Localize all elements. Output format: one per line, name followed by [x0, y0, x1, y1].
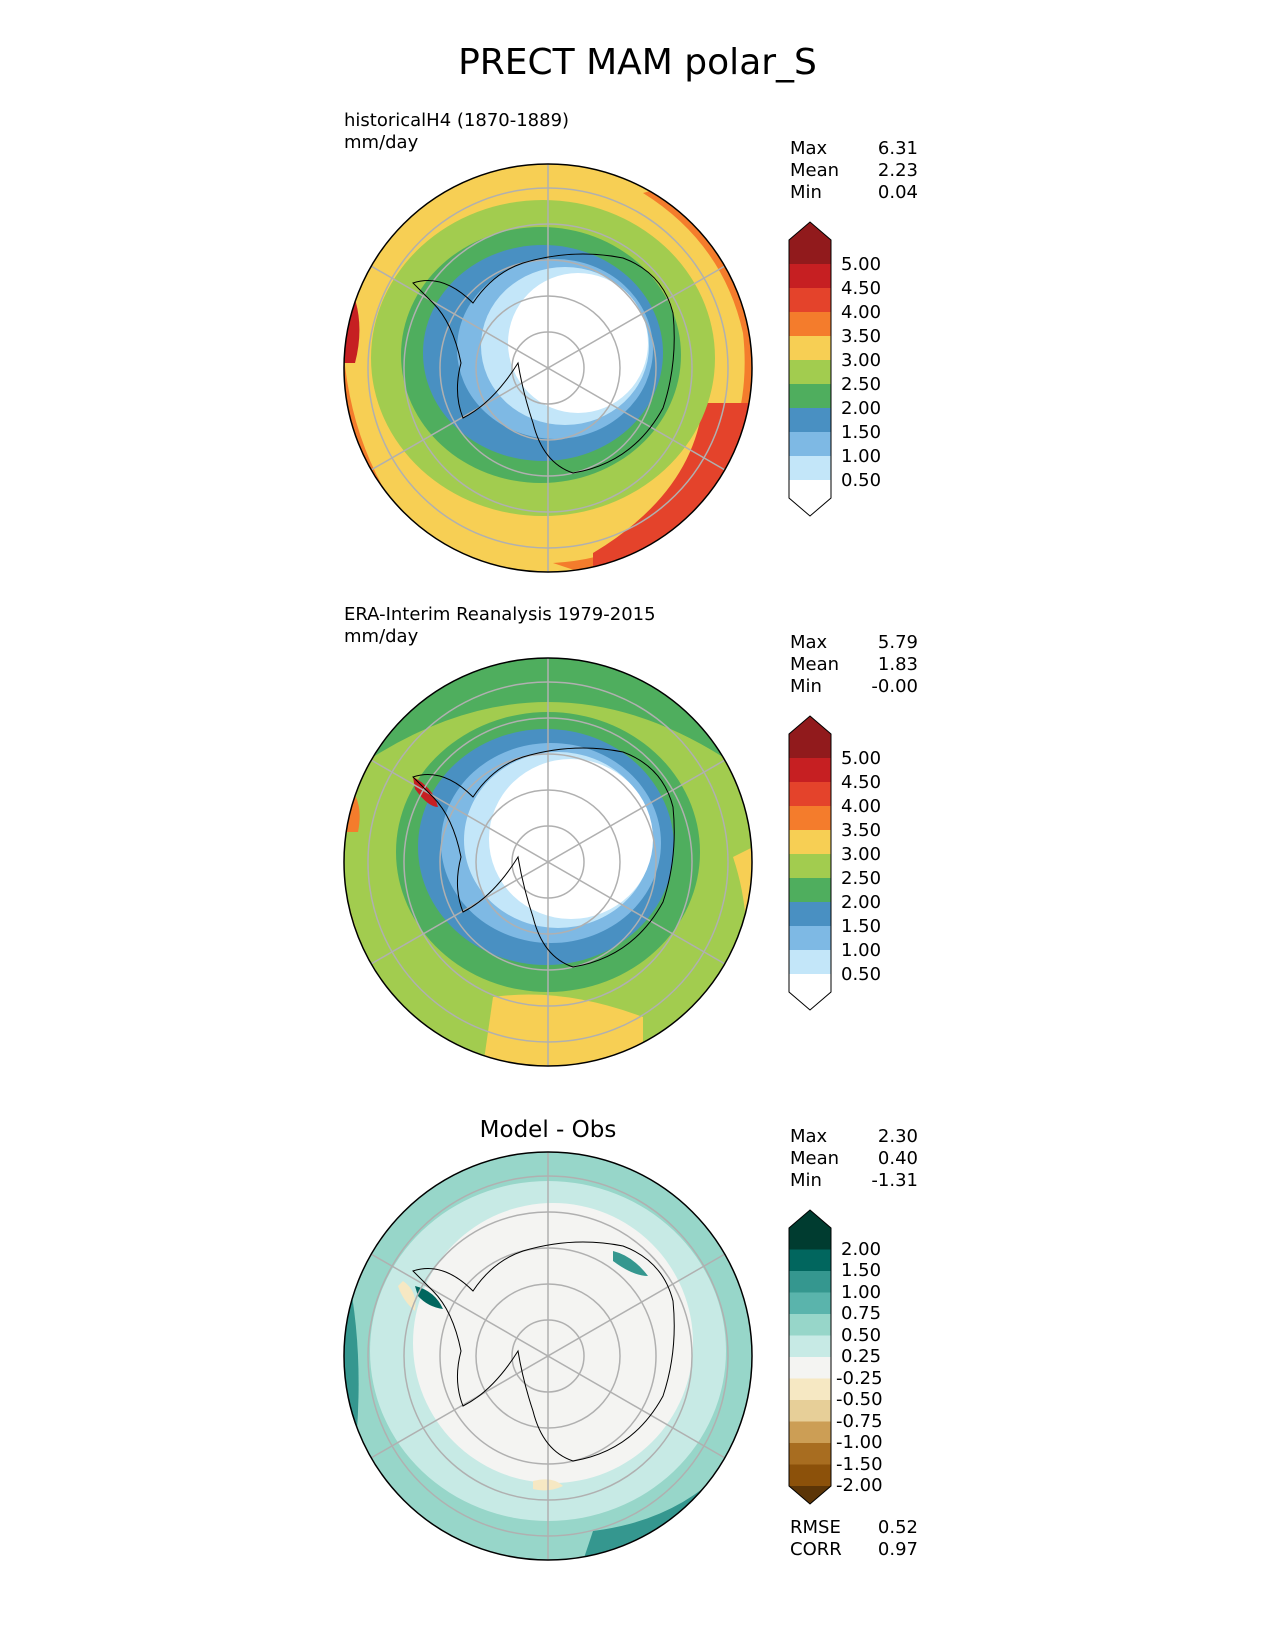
- coastline: [412, 253, 675, 474]
- colorbar-tick-label: 1.00: [841, 940, 881, 961]
- panel-1-units: mm/day: [344, 132, 419, 153]
- colorbar-tick-label: 1.00: [841, 1282, 881, 1303]
- figure-title: PRECT MAM polar_S: [458, 42, 817, 83]
- map-fill-interior: [508, 273, 648, 413]
- map-fill-peninsula-pos: [415, 1286, 443, 1309]
- colorbar-tick-label: 3.00: [841, 350, 881, 371]
- colorbar-tick-label: 3.50: [841, 820, 881, 841]
- colorbar-tick-label: -0.25: [836, 1368, 883, 1389]
- colorbar-tick-label: 5.00: [841, 748, 881, 769]
- panel-3-title: Model - Obs: [479, 1117, 617, 1143]
- panel-3-metrics: RMSE 0.52 CORR 0.97: [790, 1517, 918, 1561]
- stat-label: Mean: [790, 654, 840, 675]
- stat-value: 6.31: [877, 138, 918, 159]
- colorbar-tick-label: -2.00: [836, 1475, 883, 1496]
- graticule: [367, 658, 729, 1066]
- stat-label: Max: [790, 1126, 828, 1147]
- colorbar-tick-label: 4.00: [841, 302, 881, 323]
- panel-3-polar-map: [343, 1151, 753, 1561]
- colorbar-tick-label: 1.50: [841, 1260, 881, 1281]
- colorbar-tick-label: 4.50: [841, 772, 881, 793]
- colorbar-tick-label: -1.00: [836, 1432, 883, 1453]
- colorbar-tick-label: 4.50: [841, 278, 881, 299]
- metric-label: RMSE: [790, 1517, 841, 1538]
- colorbar-tick-label: -1.50: [836, 1454, 883, 1475]
- stat-label: Mean: [790, 1148, 840, 1169]
- stat-value: 2.30: [877, 1126, 918, 1147]
- colorbar-tick-label: 0.50: [841, 964, 881, 985]
- stat-label: Max: [790, 632, 828, 653]
- panel-2-title: ERA-Interim Reanalysis 1979-2015 mm/day: [344, 604, 656, 648]
- colorbar-tick-label: 2.00: [841, 398, 881, 419]
- colorbar-tick-label: 0.75: [841, 1303, 881, 1324]
- stat-value: 0.04: [877, 182, 918, 203]
- colorbar-tick-label: 2.00: [841, 1239, 881, 1260]
- map-fill-neutral: [413, 1203, 693, 1483]
- panel-3-colorbar: 2.00 1.50 1.00 0.75 0.50 0.25 -0.25 -0.5…: [788, 1209, 883, 1505]
- coastline: [412, 1241, 675, 1462]
- panel-1-polar-map: [343, 163, 753, 573]
- metric-value: 0.97: [877, 1539, 918, 1560]
- stat-label: Max: [790, 138, 828, 159]
- stat-value: -0.00: [871, 676, 918, 697]
- map-fill-west-edge: [344, 1251, 359, 1471]
- colorbar-tick-label: 5.00: [841, 254, 881, 275]
- map-fill-south-yellow: [483, 994, 643, 1066]
- panel-1-title: historicalH4 (1870-1889) mm/day: [344, 110, 569, 154]
- map-fill-peninsula-neg: [398, 1281, 416, 1311]
- colorbar-tick-label: 1.50: [841, 916, 881, 937]
- panel-2-units: mm/day: [344, 626, 419, 647]
- panel-1-colorbar: 5.00 4.50 4.00 3.50 3.00 2.50 2.00 1.50 …: [788, 221, 881, 517]
- panel-2-colorbar: 5.00 4.50 4.00 3.50 3.00 2.50 2.00 1.50 …: [788, 715, 881, 1011]
- map-fill-interior: [489, 759, 653, 919]
- stat-label: Min: [790, 676, 822, 697]
- colorbar-tick-label: 2.50: [841, 868, 881, 889]
- colorbar-tick-label: 2.50: [841, 374, 881, 395]
- panel-1-title-line1: historicalH4 (1870-1889): [344, 110, 570, 131]
- colorbar-tick-label: 1.00: [841, 446, 881, 467]
- panel-3-stats: Max 2.30 Mean 0.40 Min -1.31: [790, 1126, 918, 1192]
- colorbar-tick-label: -0.50: [836, 1389, 883, 1410]
- stat-value: -1.31: [871, 1170, 918, 1191]
- colorbar-tick-label: 3.50: [841, 326, 881, 347]
- map-fill-coast-pos: [613, 1251, 648, 1276]
- panel-2-title-line1: ERA-Interim Reanalysis 1979-2015: [344, 604, 656, 625]
- colorbar-tick-label: 0.50: [841, 1325, 881, 1346]
- stat-value: 2.23: [877, 160, 918, 181]
- stat-label: Min: [790, 182, 822, 203]
- stat-label: Mean: [790, 160, 840, 181]
- stat-value: 1.83: [877, 654, 918, 675]
- colorbar-tick-label: 0.50: [841, 470, 881, 491]
- colorbar-tick-label: 3.00: [841, 844, 881, 865]
- metric-label: CORR: [790, 1539, 842, 1560]
- stat-value: 0.40: [877, 1148, 918, 1169]
- colorbar-tick-label: 2.00: [841, 892, 881, 913]
- metric-value: 0.52: [877, 1517, 918, 1538]
- stat-value: 5.79: [877, 632, 918, 653]
- panel-2-polar-map: [343, 657, 753, 1067]
- colorbar-tick-label: 1.50: [841, 422, 881, 443]
- stat-label: Min: [790, 1170, 822, 1191]
- colorbar-tick-label: 0.25: [841, 1346, 881, 1367]
- colorbar-tick-label: 4.00: [841, 796, 881, 817]
- panel-2-stats: Max 5.79 Mean 1.83 Min -0.00: [790, 632, 918, 698]
- panel-1-stats: Max 6.31 Mean 2.23 Min 0.04: [790, 138, 918, 204]
- coastline: [412, 747, 675, 968]
- colorbar-tick-label: -0.75: [836, 1411, 883, 1432]
